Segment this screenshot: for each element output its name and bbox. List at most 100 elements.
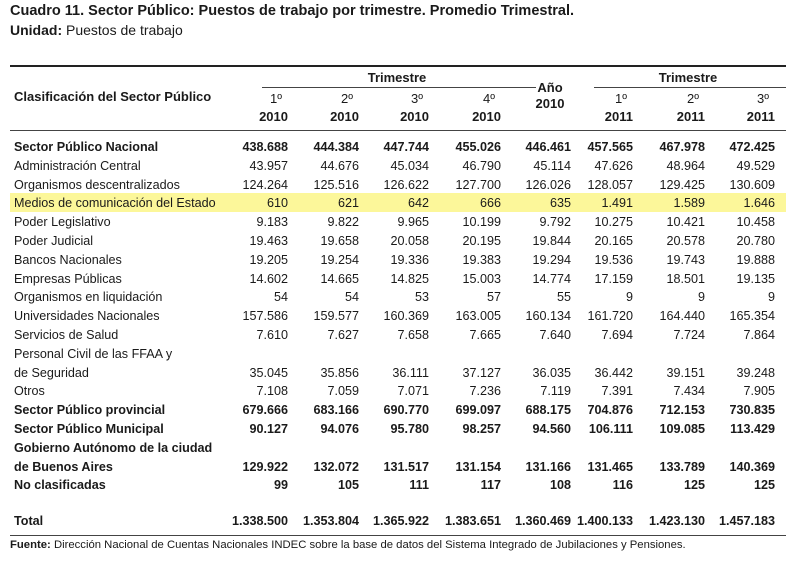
table-cell: 94.560 <box>532 422 571 436</box>
table-row: Administración Central 43.957 44.676 45.034… <box>0 159 800 178</box>
row-label: Sector Público Municipal <box>14 422 164 436</box>
table-cell: 45.034 <box>390 158 429 173</box>
column-year-header: 2011 <box>676 109 705 124</box>
table-cell: 19.205 <box>249 252 288 267</box>
table-cell: 165.354 <box>729 309 775 324</box>
table-cell: 47.626 <box>594 158 633 173</box>
table-cell: 9.965 <box>397 215 429 230</box>
table-cell: 48.964 <box>666 158 705 173</box>
table-cell: 131.517 <box>383 459 429 474</box>
table-cell: 46.790 <box>462 158 501 173</box>
table-cell: 9.822 <box>327 215 359 230</box>
row-label: Medios de comunicación del Estado <box>14 196 216 211</box>
table-cell: 20.195 <box>462 234 501 248</box>
table-cell: 19.135 <box>736 271 775 286</box>
table-cell: 10.421 <box>666 215 705 230</box>
total-cell: 1.338.500 <box>231 514 288 528</box>
table-cell: 19.336 <box>390 252 429 267</box>
table-row: de Buenos Aires 129.922 132.072 131.517 131.… <box>0 460 800 479</box>
table-row: Organismos en liquidación 54 54 53 57 55 9 9 9 <box>0 290 800 309</box>
total-cell: 1.383.651 <box>444 514 501 528</box>
table-cell: 447.744 <box>383 140 429 154</box>
row-label: Administración Central <box>14 158 141 173</box>
table-cell: 95.780 <box>390 422 429 436</box>
table-cell: 35.045 <box>249 365 288 380</box>
table-cell: 130.609 <box>729 177 775 192</box>
table-cell: 7.658 <box>397 328 429 342</box>
table-row: Personal Civil de las FFAA y <box>0 347 800 366</box>
table-cell: 9.792 <box>539 215 571 230</box>
row-label: Sector Público Nacional <box>14 140 159 154</box>
table-cell: 7.610 <box>256 328 288 342</box>
table-cell: 690.770 <box>383 403 429 418</box>
source-text: Dirección Nacional de Cuentas Nacionales… <box>53 539 686 551</box>
table-cell: 49.529 <box>736 158 775 173</box>
table-cell: 19.463 <box>249 234 288 248</box>
classification-header: Clasificación del Sector Público <box>14 89 212 104</box>
trimestre-2011-header: Trimestre <box>658 70 718 85</box>
row-label: Gobierno Autónomo de la ciudad <box>14 440 213 455</box>
table-cell: 1.646 <box>743 196 775 211</box>
table-cell: 131.465 <box>587 459 633 474</box>
table-cell: 36.442 <box>594 365 633 380</box>
total-row: Total 1.338.500 1.353.804 1.365.922 1.38… <box>0 514 800 533</box>
row-label: Servicios de Salud <box>14 328 119 342</box>
row-label: de Buenos Aires <box>14 459 113 474</box>
total-cell: 1.400.133 <box>576 514 633 528</box>
trimestre-2010-header: Trimestre <box>367 70 427 85</box>
table-cell: 111 <box>409 478 429 493</box>
table-cell: 699.097 <box>455 403 501 418</box>
table-cell: 54 <box>273 290 288 305</box>
column-quarter-header: 2º <box>341 91 353 106</box>
table-cell: 19.658 <box>320 234 359 248</box>
table-title: Cuadro 11. Sector Público: Puestos de tr… <box>10 3 575 19</box>
table-cell: 7.071 <box>397 384 429 399</box>
table-row: Medios de comunicación del Estado 610 621 6… <box>0 196 800 215</box>
table-cell: 35.856 <box>320 365 359 380</box>
column-quarter-header: 3º <box>757 91 769 106</box>
total-cell: 1.360.469 <box>514 514 571 528</box>
table-cell: 20.058 <box>390 234 429 248</box>
table-cell: 125 <box>683 478 705 493</box>
table-cell: 127.700 <box>455 177 501 192</box>
table-cell: 20.578 <box>666 234 705 248</box>
table-cell: 164.440 <box>659 309 705 324</box>
table-row: Sector Público provincial 679.666 683.166 6… <box>0 403 800 422</box>
table-cell: 94.076 <box>320 422 359 436</box>
table-cell: 19.383 <box>462 252 501 267</box>
table-cell: 704.876 <box>587 403 633 418</box>
table-cell: 642 <box>407 196 429 211</box>
row-label: Otros <box>14 384 45 399</box>
table-cell: 128.057 <box>587 177 633 192</box>
table-cell: 125 <box>753 478 775 493</box>
table-cell: 17.159 <box>594 271 633 286</box>
table-cell: 131.154 <box>455 459 501 474</box>
table-cell: 54 <box>344 290 359 305</box>
table-cell: 14.774 <box>532 271 571 286</box>
table-cell: 7.694 <box>601 328 633 342</box>
column-year-header: 2011 <box>746 109 775 124</box>
table-row: Empresas Públicas 14.602 14.665 14.825 15.00… <box>0 272 800 291</box>
table-row: Otros 7.108 7.059 7.071 7.236 7.119 7.391 7.434… <box>0 384 800 403</box>
table-cell: 98.257 <box>462 422 501 436</box>
table-cell: 159.577 <box>313 309 359 324</box>
row-label: Poder Legislativo <box>14 215 111 230</box>
table-cell: 1.589 <box>673 196 705 211</box>
table-cell: 19.254 <box>320 252 359 267</box>
table-cell: 455.026 <box>455 140 501 154</box>
table-cell: 610 <box>266 196 288 211</box>
table-cell: 57 <box>486 290 501 305</box>
table-cell: 666 <box>479 196 501 211</box>
table-cell: 9 <box>767 290 775 305</box>
table-cell: 105 <box>337 478 359 493</box>
table-row: Bancos Nacionales 19.205 19.254 19.336 19.38… <box>0 253 800 272</box>
column-quarter-header: 4º <box>483 91 495 106</box>
table-cell: 129.425 <box>659 177 705 192</box>
trimestre-2010-rule <box>262 87 536 88</box>
table-cell: 39.151 <box>666 365 705 380</box>
table-cell: 116 <box>612 478 633 493</box>
header-bottom-rule <box>10 130 786 131</box>
table-cell: 9.183 <box>256 215 288 230</box>
table-cell: 9 <box>625 290 633 305</box>
row-label: Personal Civil de las FFAA y <box>14 346 173 361</box>
